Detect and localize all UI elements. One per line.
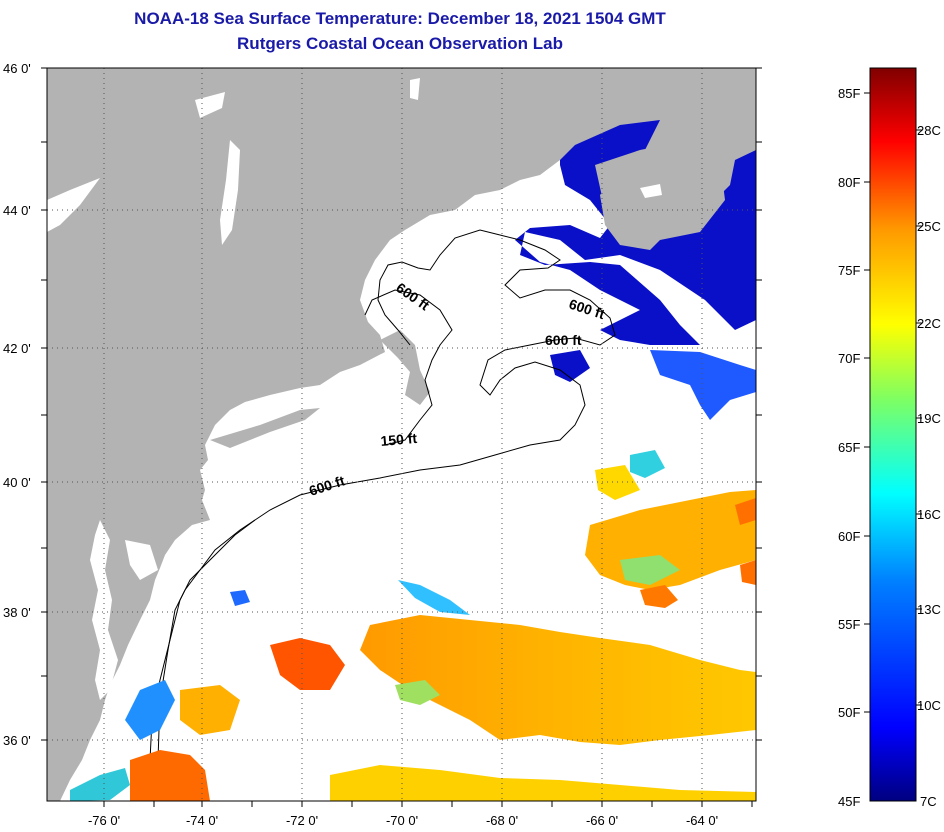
isobath-label: 600 ft <box>545 332 582 348</box>
lon-label: -72 0' <box>286 813 318 828</box>
isobath-150ft <box>364 289 453 446</box>
green-water-patch <box>395 680 440 705</box>
colorbar-c-label: 7C <box>920 794 937 809</box>
map-ticks <box>41 67 762 807</box>
cool-water-patch <box>650 350 756 420</box>
warm-water-orange3 <box>740 560 756 585</box>
lat-label: 44 0' <box>3 203 31 218</box>
warm-water-south2 <box>180 685 240 735</box>
lat-label: 36 0' <box>3 733 31 748</box>
cool-water-cyan <box>398 580 470 615</box>
map-grid <box>47 68 756 801</box>
colorbar-c-label: 19C <box>917 411 941 426</box>
lon-label: -64 0' <box>686 813 718 828</box>
lat-label: 38 0' <box>3 605 31 620</box>
cape-cod <box>380 330 430 405</box>
warm-water-orange <box>640 585 678 608</box>
lake-champlain <box>220 140 240 245</box>
colorbar-f-label: 75F <box>838 263 860 278</box>
colorbar-c-label: 13C <box>917 602 941 617</box>
cold-water-patch <box>550 350 590 382</box>
isobath-label: 150 ft <box>380 430 418 449</box>
colorbar-f-label: 80F <box>838 175 860 190</box>
colorbar-c-label: 28C <box>917 123 941 138</box>
delaware-bay <box>125 540 158 580</box>
colorbar-f-label: 65F <box>838 440 860 455</box>
colorbar-c-label: 22C <box>917 316 941 331</box>
warm-water-bottom <box>330 765 756 801</box>
warm-water-gulfstream <box>360 615 756 745</box>
green-water-patch2 <box>620 555 680 585</box>
colorbar <box>869 67 917 802</box>
small-lake <box>640 184 662 198</box>
lat-label: 42 0' <box>3 341 31 356</box>
colorbar-f-label: 60F <box>838 529 860 544</box>
map-subtitle: Rutgers Coastal Ocean Observation Lab <box>237 34 563 53</box>
cool-water-south <box>125 680 175 740</box>
colorbar-f-label: 45F <box>838 794 860 809</box>
colorbar-c-label: 25C <box>917 219 941 234</box>
colorbar-c-label: 16C <box>917 507 941 522</box>
lat-label: 40 0' <box>3 475 31 490</box>
land-mass <box>47 68 756 801</box>
colorbar-f-label: 85F <box>838 86 860 101</box>
lon-label: -68 0' <box>486 813 518 828</box>
lon-label: -74 0' <box>186 813 218 828</box>
colorbar-ticks <box>864 92 922 713</box>
lake-ontario-edge <box>47 178 100 232</box>
isobath-coastal <box>144 519 256 801</box>
colorbar-f-label: 50F <box>838 705 860 720</box>
small-lake <box>410 78 420 100</box>
warm-water-red <box>270 638 345 690</box>
lon-label: -66 0' <box>586 813 618 828</box>
cool-water-cyan2 <box>630 450 665 478</box>
cool-water-south2 <box>70 768 130 801</box>
lat-label: 46 0' <box>3 61 31 76</box>
warm-water-orange2 <box>735 498 756 525</box>
lon-label: -70 0' <box>386 813 418 828</box>
isobath-600ft-gom <box>377 229 501 346</box>
lon-label: -76 0' <box>88 813 120 828</box>
colorbar-c-label: 10C <box>917 698 941 713</box>
long-island <box>210 408 320 448</box>
chesapeake-bay <box>90 520 118 700</box>
cool-water-blue <box>230 590 250 606</box>
colorbar-f-label: 70F <box>838 351 860 366</box>
warm-water-south <box>130 750 210 801</box>
map-title: NOAA-18 Sea Surface Temperature: Decembe… <box>134 9 666 28</box>
colorbar-f-label: 55F <box>838 617 860 632</box>
